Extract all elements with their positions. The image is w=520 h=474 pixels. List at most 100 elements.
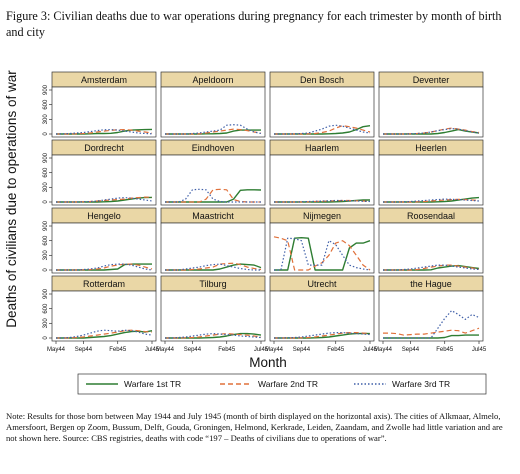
panel-title: Tilburg <box>199 279 226 289</box>
x-tick-label: May44 <box>156 347 175 353</box>
series-line-tr3 <box>383 127 480 135</box>
panel-title: the Hague <box>410 279 452 289</box>
y-tick-label: 300 <box>43 318 49 329</box>
legend-label-tr3: Warfare 3rd TR <box>392 379 450 389</box>
series-line-tr3 <box>274 237 371 271</box>
series-line-tr3 <box>56 263 153 271</box>
panel-plot-area <box>51 222 157 274</box>
x-tick-label: Feb45 <box>109 347 127 353</box>
series-line-tr2 <box>274 332 371 339</box>
series-line-tr1 <box>274 236 371 271</box>
y-tick-label: 900 <box>43 288 49 299</box>
x-tick-label: Jul45 <box>472 347 487 353</box>
series-line-tr2 <box>165 262 262 271</box>
panel-utrecht: Utrecht May44 Sep44 Feb45 Jul45 <box>265 275 378 353</box>
legend: Warfare 1st TR Warfare 2nd TR Warfare 3rd … <box>77 373 487 395</box>
x-tick-label: Feb45 <box>436 347 454 353</box>
legend-label-tr2: Warfare 2nd TR <box>258 379 318 389</box>
series-line-tr2 <box>165 128 262 135</box>
panel-heerlen: Heerlen <box>378 139 484 206</box>
panel-plot-area <box>269 154 375 206</box>
panel-title: Amsterdam <box>81 75 127 85</box>
y-tick-label: 300 <box>43 182 49 193</box>
series-line-tr1 <box>383 334 479 339</box>
panel-the-hague: the Hague May44 Sep44 Feb45 Jul45 <box>374 275 487 353</box>
figure-note: Note: Results for those born between May… <box>6 411 503 444</box>
chart-figure: Deaths of civilians due to operations of… <box>4 70 487 395</box>
panel-rotterdam: Rotterdam 0 300 600 900 May44 Sep44 Feb45 Jul45 <box>43 275 160 353</box>
series-line-tr2 <box>56 128 153 135</box>
series-line-tr2 <box>56 196 153 203</box>
panel-plot-area <box>51 290 157 342</box>
y-tick-label: 600 <box>43 235 49 246</box>
series-line-tr2 <box>165 333 262 339</box>
panel-title: Rotterdam <box>83 279 125 289</box>
x-tick-label: Jul45 <box>254 347 269 353</box>
series-line-tr2 <box>383 127 480 135</box>
y-tick-label: 900 <box>43 84 49 95</box>
panel-plot-area <box>269 86 375 138</box>
series-line-tr2 <box>383 327 480 336</box>
panel-nijmegen: Nijmegen <box>269 207 375 274</box>
panel-maastricht: Maastricht <box>160 207 266 274</box>
series-line-tr2 <box>273 236 371 271</box>
y-tick-label: 0 <box>43 200 49 204</box>
panel-roosendaal: Roosendaal <box>378 207 484 274</box>
series-line-tr1 <box>165 332 262 339</box>
x-tick-label: May44 <box>265 347 284 353</box>
series-line-tr3 <box>274 124 371 135</box>
x-tick-label: Jul45 <box>145 347 160 353</box>
panel-title: Dordrecht <box>84 143 124 153</box>
panel-deventer: Deventer <box>378 71 484 138</box>
y-axis-label: Deaths of civilians due to operations of… <box>4 70 19 328</box>
x-tick-label: Sep44 <box>184 347 202 353</box>
panel-title: Roosendaal <box>407 211 455 221</box>
panel-plot-area <box>378 154 484 206</box>
x-tick-label: Feb45 <box>218 347 236 353</box>
legend-label-tr1: Warfare 1st TR <box>124 379 181 389</box>
series-line-tr3 <box>383 310 480 339</box>
x-tick-label: Jul45 <box>363 347 378 353</box>
panel-haarlem: Haarlem <box>269 139 375 206</box>
x-tick-label: Feb45 <box>327 347 345 353</box>
x-axis-label: Month <box>249 355 287 370</box>
panel-hengelo: Hengelo 0 300 600 900 <box>43 207 157 274</box>
panel-title: Utrecht <box>307 279 337 289</box>
x-tick-label: Sep44 <box>293 347 311 353</box>
panel-title: Maastricht <box>192 211 234 221</box>
series-line-tr3 <box>165 263 261 271</box>
series-line-tr2 <box>383 198 480 203</box>
x-tick-label: Sep44 <box>75 347 93 353</box>
panel-plot-area <box>160 154 266 206</box>
series-line-tr2 <box>383 264 480 271</box>
y-tick-label: 0 <box>43 336 49 340</box>
y-tick-label: 300 <box>43 250 49 261</box>
panel-title: Eindhoven <box>192 143 235 153</box>
panel-plot-area <box>378 86 484 138</box>
y-tick-label: 900 <box>43 152 49 163</box>
panel-plot-area <box>378 222 484 274</box>
x-tick-label: Sep44 <box>402 347 420 353</box>
y-tick-label: 300 <box>43 114 49 125</box>
series-line-tr2 <box>56 263 153 271</box>
panel-title: Den Bosch <box>300 75 344 85</box>
panel-apeldoorn: Apeldoorn <box>160 71 266 138</box>
panel-grid: Amsterdam 0 300 600 900 Apeldoorn Den Bosch Dev… <box>43 71 487 353</box>
series-line-tr2 <box>165 188 261 203</box>
panel-tilburg: Tilburg May44 Sep44 Feb45 Jul45 <box>156 275 269 353</box>
legend-box <box>77 373 487 395</box>
panel-title: Hengelo <box>87 211 121 221</box>
figure-caption: Figure 3: Civilian deaths due to war ope… <box>6 9 502 39</box>
panel-plot-area <box>51 86 157 138</box>
y-tick-label: 600 <box>43 167 49 178</box>
x-tick-label: May44 <box>47 347 66 353</box>
x-tick-label: May44 <box>374 347 393 353</box>
series-line-tr2 <box>274 199 371 203</box>
series-line-tr3 <box>56 329 153 339</box>
panel-title: Heerlen <box>415 143 447 153</box>
panel-plot-area <box>160 222 266 274</box>
panel-dordrecht: Dordrecht 0 300 600 900 <box>43 139 157 206</box>
panel-den-bosch: Den Bosch <box>269 71 375 138</box>
series-line-tr2 <box>274 125 371 135</box>
panel-title: Deventer <box>413 75 450 85</box>
